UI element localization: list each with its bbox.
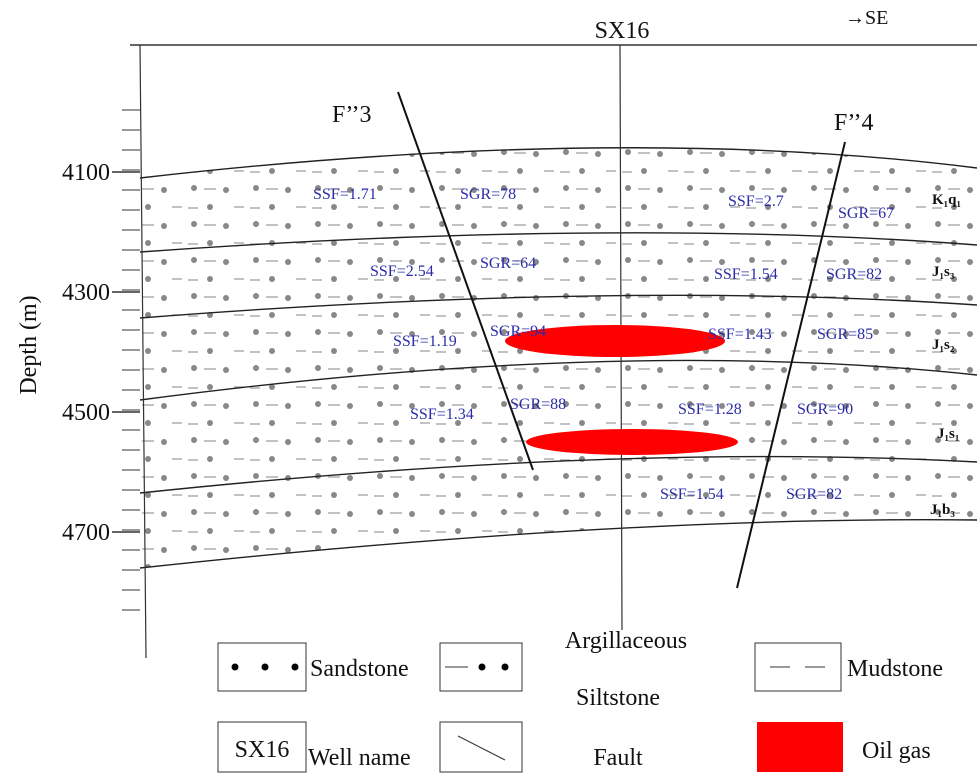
tick-label: 4300 [62,280,110,306]
well-name: SX16 [595,18,650,44]
direction: →SE [845,7,888,29]
layer-parameter: SGR=64 [480,255,536,272]
tick-label: 4100 [62,160,110,186]
layer-name: J₁s₂ [932,337,955,353]
legend-label: Well name [308,745,411,771]
layer-parameter: SSF=1.54 [714,266,778,283]
oil-gas-body [526,429,738,455]
layer-parameter: SSF=1.19 [393,333,457,350]
layer-parameter: SSF=1.71 [313,186,377,203]
layer-parameter: SGR=88 [510,396,566,413]
legend-label: Mudstone [847,656,943,682]
legend-label: Siltstone [576,685,660,711]
layer-parameter: SGR=85 [817,326,873,343]
layer-name: J₁s₃ [932,264,955,280]
tick-label: 4700 [62,520,110,546]
legend-label: Oil gas [862,738,931,764]
legend-label: Sandstone [310,656,409,682]
legend-box [755,643,841,691]
fault-label: F’’4 [834,110,874,136]
layer-parameter: SGR=82 [786,486,842,503]
layer-parameter: SSF=1.28 [678,401,742,418]
cross-section: SX16 →SE F’’3 F’’4 Depth (m) 4100 4300 450… [0,0,977,774]
layer-parameter: SSF=1.54 [660,486,724,503]
fault-label: F’’3 [332,102,372,128]
layer-name: J₁s₁ [937,426,959,442]
tick-label: 4500 [62,400,110,426]
layer-parameter: SSF=2.54 [370,263,434,280]
layer-parameter: SSF=1.43 [708,326,772,343]
layer-parameter: SGR=67 [838,205,894,222]
depth-axis: 4100 4300 4500 4700 [62,110,140,610]
legend-fault [458,736,505,760]
legend-label: Argillaceous [565,628,687,654]
axis-label: Depth (m) [16,295,42,394]
layer-parameter: SGR=94 [490,323,546,340]
layer-name: K₁q₁ [932,192,961,208]
legend-symbol: SX16 [235,737,290,763]
layer-parameter: SSF=2.7 [728,193,784,210]
layer-name: J₁b₃ [930,502,955,518]
legend-box [440,722,522,772]
layer-parameter: SSF=1.34 [410,406,474,423]
legend-oil [757,722,843,772]
layer-parameter: SGR=78 [460,186,516,203]
legend-label: Fault [593,745,643,771]
layer-parameter: SGR=90 [797,401,853,418]
layer-parameter: SGR=82 [826,266,882,283]
